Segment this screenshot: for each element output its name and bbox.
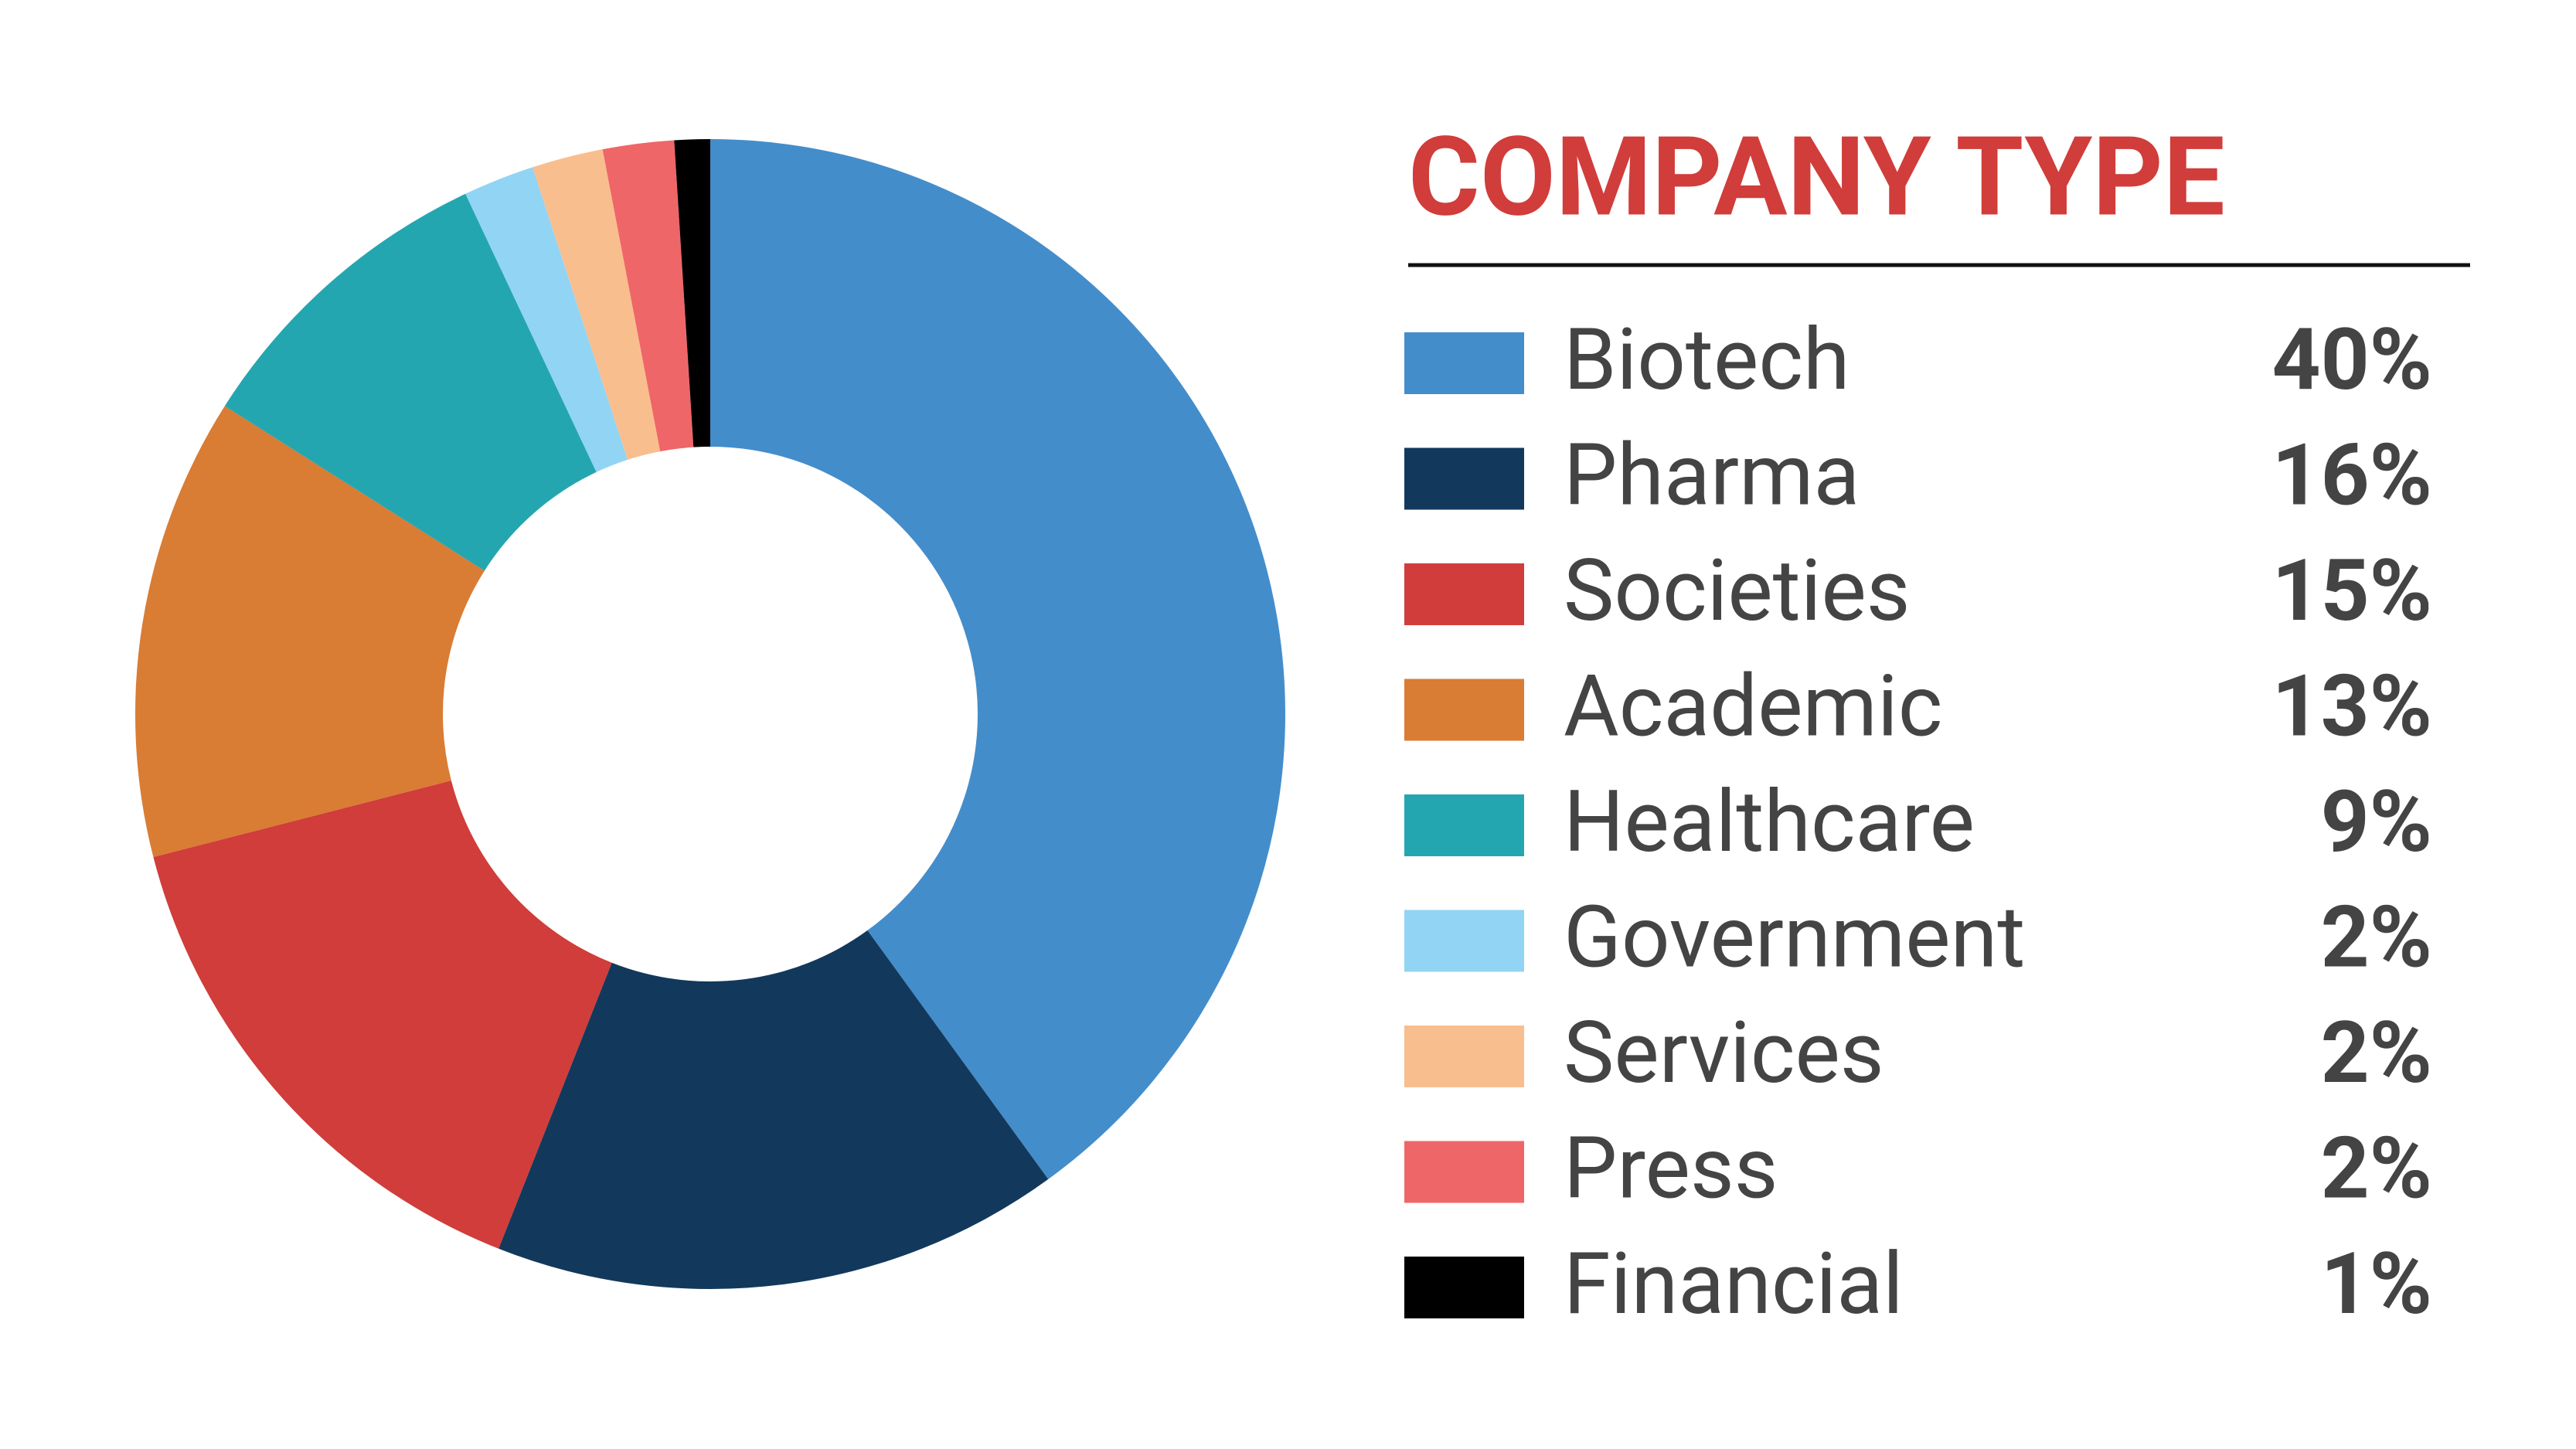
legend-swatch bbox=[1404, 1026, 1524, 1087]
donut-slice bbox=[153, 781, 612, 1249]
donut-slice bbox=[710, 139, 1285, 1179]
value-label: 2% bbox=[2321, 1003, 2432, 1103]
legend-swatch bbox=[1404, 1257, 1524, 1318]
value-label: 15% bbox=[2271, 541, 2432, 641]
legend-swatch bbox=[1404, 1141, 1524, 1203]
donut-slice bbox=[224, 193, 597, 571]
legend-swatch bbox=[1404, 910, 1524, 972]
legend-label: Societies bbox=[1564, 541, 1911, 641]
value-label: 2% bbox=[2321, 888, 2432, 988]
value-label: 1% bbox=[2321, 1234, 2432, 1334]
legend-label: Services bbox=[1564, 1003, 1884, 1103]
donut-slice bbox=[533, 149, 661, 460]
value-label: 2% bbox=[2321, 1119, 2432, 1219]
legend-label: Pharma bbox=[1564, 426, 1860, 526]
donut-slice bbox=[602, 140, 694, 452]
value-label: 16% bbox=[2271, 426, 2432, 526]
legend-swatch bbox=[1404, 794, 1524, 856]
donut-slice bbox=[499, 930, 1049, 1289]
value-label: 9% bbox=[2321, 772, 2432, 872]
legend-swatch bbox=[1404, 447, 1524, 510]
legend-label: Healthcare bbox=[1564, 772, 1975, 872]
value-label: 40% bbox=[2271, 310, 2432, 410]
legend-swatch bbox=[1404, 563, 1524, 625]
value-label: 13% bbox=[2271, 657, 2432, 757]
donut-slice bbox=[465, 167, 628, 472]
chart-title: COMPANY TYPE bbox=[1408, 113, 2225, 242]
donut-slice bbox=[674, 139, 710, 447]
legend-label: Biotech bbox=[1564, 310, 1850, 410]
donut-slice bbox=[135, 406, 485, 858]
legend-label: Government bbox=[1564, 888, 2025, 988]
legend-label: Financial bbox=[1564, 1234, 1904, 1334]
legend-swatch bbox=[1404, 332, 1524, 394]
legend-label: Press bbox=[1564, 1119, 1778, 1219]
legend-swatch bbox=[1404, 679, 1524, 741]
legend-label: Academic bbox=[1564, 657, 1942, 757]
